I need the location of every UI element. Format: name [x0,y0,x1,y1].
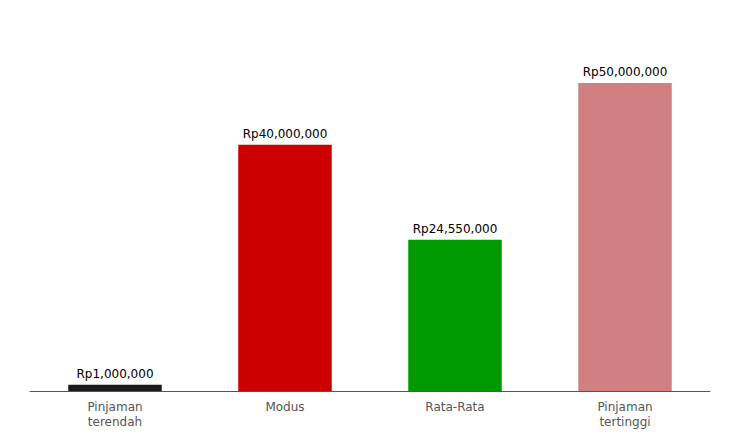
svg-text:Rp50,000,000: Rp50,000,000 [583,65,668,79]
svg-text:Pinjaman: Pinjaman [597,400,652,414]
svg-text:terendah: terendah [88,415,142,429]
svg-text:Rp1,000,000: Rp1,000,000 [76,367,153,381]
svg-text:Pinjaman: Pinjaman [87,400,142,414]
svg-text:Rata-Rata: Rata-Rata [425,400,484,414]
svg-text:tertinggi: tertinggi [599,415,650,429]
svg-text:Rp40,000,000: Rp40,000,000 [243,127,328,141]
svg-text:Rp24,550,000: Rp24,550,000 [413,222,498,236]
svg-text:Modus: Modus [265,400,304,414]
